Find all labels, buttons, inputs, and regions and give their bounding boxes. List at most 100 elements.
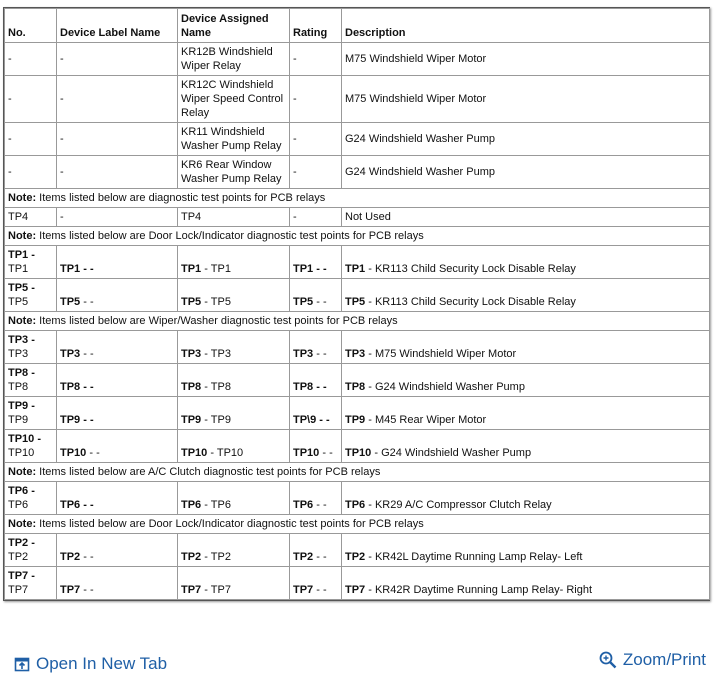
text: - TP7 (201, 584, 231, 596)
cell: - (56, 75, 178, 123)
bold-text: TP10 - (8, 433, 42, 445)
cell: - (4, 42, 57, 76)
text: - KR42L Daytime Running Lamp Relay- Left (365, 551, 583, 563)
cell: TP1 - - (56, 245, 178, 279)
bold-text: TP7 (293, 584, 314, 596)
bold-text: TP8 (181, 381, 202, 393)
cell: TP4 (4, 207, 57, 227)
bold-text: TP2 (293, 551, 314, 563)
bold-text: TP10 (60, 447, 87, 459)
cell: TP2 - TP2 (177, 533, 290, 567)
text: - KR113 Child Security Lock Disable Rela… (365, 296, 576, 308)
text: TP8 (8, 381, 29, 393)
cell: TP8 - G24 Windshield Washer Pump (341, 363, 710, 397)
bold-text: TP1 - - (293, 263, 327, 275)
bold-text: TP3 (60, 348, 81, 360)
text: TP5 (8, 296, 29, 308)
bold-text: TP7 - (8, 570, 35, 582)
bold-text: TP9 - (8, 400, 35, 412)
cell: TP1 - - (289, 245, 342, 279)
text: TP6 (8, 499, 29, 511)
bold-text: TP1 - (8, 249, 35, 261)
table: No. Device Label Name Device Assigned Name… (4, 8, 710, 600)
cell: TP2 - - (289, 533, 342, 567)
cell: TP2 - KR42L Daytime Running Lamp Relay- … (341, 533, 710, 567)
text: - - (313, 499, 327, 511)
note-row: Note: Items listed below are Wiper/Washe… (4, 311, 710, 331)
text: - - (313, 584, 327, 596)
cell: TP7 - - (56, 566, 178, 600)
cell: TP8 - - (289, 363, 342, 397)
cell: TP8 - TP8 (177, 363, 290, 397)
text: - G24 Windshield Washer Pump (365, 381, 525, 393)
open-label[interactable]: Open In New Tab (36, 654, 168, 673)
zoom-label[interactable]: Zoom/Print (622, 650, 706, 669)
text: TP7 (8, 584, 29, 596)
bold-text: TP3 (293, 348, 314, 360)
cell: TP6 - TP6 (4, 481, 57, 515)
bold-text: TP5 (60, 296, 81, 308)
cell: - (289, 122, 342, 156)
bold-text: TP9 (345, 414, 366, 426)
cell: KR12B Windshield Wiper Relay (177, 42, 290, 76)
cell: TP1 - KR113 Child Security Lock Disable … (341, 245, 710, 279)
bold-text: TP8 (345, 381, 366, 393)
header-row: No. Device Label Name Device Assigned Name… (4, 8, 710, 43)
cell: M75 Windshield Wiper Motor (341, 75, 710, 123)
open-new-tab[interactable]: Open In New Tab (14, 654, 167, 674)
text: - - (80, 296, 94, 308)
note-cell: Note: Items listed below are Door Lock/I… (4, 514, 710, 534)
text: - TP8 (201, 381, 231, 393)
text: - TP3 (201, 348, 231, 360)
bold-text: TP\9 - - (293, 414, 330, 426)
cell: TP5 - TP5 (4, 278, 57, 312)
cell: G24 Windshield Washer Pump (341, 122, 710, 156)
header-cell: No. (4, 8, 57, 43)
note-row: Note: Items listed below are A/C Clutch … (4, 462, 710, 482)
cell: TP6 - KR29 A/C Compressor Clutch Relay (341, 481, 710, 515)
cell: M75 Windshield Wiper Motor (341, 42, 710, 76)
cell: TP7 - - (289, 566, 342, 600)
cell: TP9 - M45 Rear Wiper Motor (341, 396, 710, 430)
text: - - (319, 447, 333, 459)
cell: TP6 - - (56, 481, 178, 515)
cell: TP3 - M75 Windshield Wiper Motor (341, 330, 710, 364)
note-cell: Note: Items listed below are Wiper/Washe… (4, 311, 710, 331)
text: - M45 Rear Wiper Motor (365, 414, 487, 426)
row: TP1 - TP1 TP1 - - TP1 - TP1 TP1 - - TP1 - KR1… (4, 245, 710, 279)
cell: TP5 - - (56, 278, 178, 312)
cell: TP5 - TP5 (177, 278, 290, 312)
cell: - (56, 42, 178, 76)
text: - TP6 (201, 499, 231, 511)
text: - KR113 Child Security Lock Disable Rela… (365, 263, 576, 275)
cell: TP1 - TP1 (177, 245, 290, 279)
row: TP9 - TP9 TP9 - - TP9 - TP9 TP\9 - - TP9 - M4… (4, 396, 710, 430)
zoom-icon (599, 651, 617, 669)
cell: - (289, 207, 342, 227)
row: - - KR12B Windshield Wiper Relay - M75 Winds… (4, 42, 710, 76)
zoom-print[interactable]: Zoom/Print (599, 650, 706, 670)
bold-text: TP2 (181, 551, 202, 563)
text: - TP10 (207, 447, 244, 459)
cell: TP8 - TP8 (4, 363, 57, 397)
cell: TP4 (177, 207, 290, 227)
text: - KR42R Daytime Running Lamp Relay- Righ… (365, 584, 593, 596)
bold-text: TP6 - - (60, 499, 94, 511)
text: - - (313, 551, 327, 563)
cell: TP10 - - (56, 429, 178, 463)
header-cell: Device Label Name (56, 8, 178, 43)
note-row: Note: Items listed below are Door Lock/I… (4, 226, 710, 246)
open-icon (14, 657, 30, 672)
cell: TP3 - - (56, 330, 178, 364)
cell: KR12C Windshield Wiper Speed Control Rel… (177, 75, 290, 123)
text: - TP2 (201, 551, 231, 563)
cell: TP2 - - (56, 533, 178, 567)
row: TP6 - TP6 TP6 - - TP6 - TP6 TP6 - - TP6 - KR2… (4, 481, 710, 515)
text: Items listed below are A/C Clutch diagno… (36, 466, 381, 478)
cell: - (4, 75, 57, 123)
note-row: Note: Items listed below are diagnostic … (4, 188, 710, 208)
bold-text: TP8 - (8, 367, 35, 379)
text: Items listed below are Door Lock/Indicat… (36, 230, 424, 242)
text: - - (86, 447, 100, 459)
